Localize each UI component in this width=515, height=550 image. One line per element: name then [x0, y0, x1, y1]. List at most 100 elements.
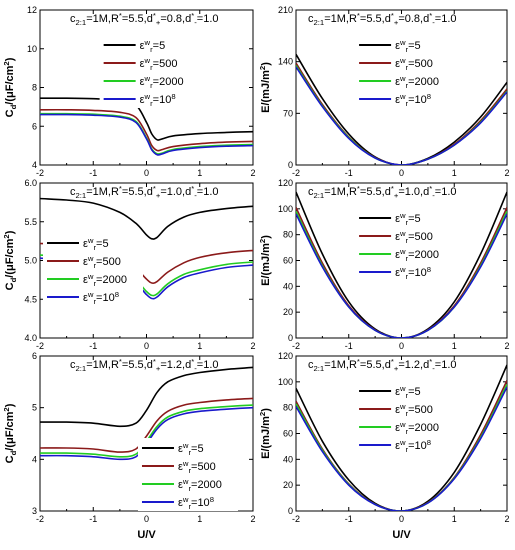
legend-label-3: εwr=2000	[395, 247, 439, 263]
x-tick-label: 0	[399, 168, 404, 178]
parameter-annotation: c2:1=1M,R*=5.5,d*+=1.2,d*-=1.0	[308, 357, 457, 373]
x-tick-label: -2	[36, 514, 44, 524]
x-tick-label: -2	[292, 168, 300, 178]
series-line-4	[296, 213, 507, 338]
chart-panel-middle-left: -2 -1 0 1 2 4.0 4.5 5.0 5.5 6.0 Cd/(μF/cm2) c2:1=1M…	[2, 178, 256, 351]
y-tick-label: 120	[278, 178, 293, 188]
y-tick-label: 210	[278, 5, 293, 15]
y-axis-title: E/(mJ/m2)	[258, 235, 272, 286]
y-tick-label: 40	[283, 454, 293, 464]
x-axis-title: U/V	[137, 529, 156, 541]
y-tick-label: 140	[278, 57, 293, 67]
y-tick-label: 12	[27, 5, 37, 15]
x-tick-label: 1	[452, 168, 457, 178]
y-tick-label: 4.5	[24, 294, 37, 304]
y-tick-label: 6	[32, 351, 37, 361]
parameter-annotation: c2:1=1M,R*=5.5,d*+=0.8,d*-=1.0	[308, 11, 457, 27]
x-tick-label: 0	[144, 168, 149, 178]
y-axis-title: E/(mJ/m2)	[258, 408, 272, 459]
series-line-2	[40, 108, 253, 152]
legend: εwr=5 εwr=500 εwr=2000 εwr=108	[137, 438, 238, 511]
y-tick-label: 60	[283, 429, 293, 439]
legend-label-1: εwr=5	[140, 38, 166, 54]
legend-label-4: εwr=108	[395, 265, 431, 281]
legend-label-2: εwr=500	[178, 459, 216, 475]
y-tick-label: 4	[32, 160, 37, 170]
x-tick-label: 2	[504, 168, 509, 178]
legend: εwr=5 εwr=500 εwr=2000 εwr=108	[355, 208, 456, 281]
y-tick-label: 0	[288, 506, 293, 516]
x-tick-label: -1	[345, 341, 353, 351]
y-tick-label: 20	[283, 307, 293, 317]
legend: εwr=5 εwr=500 εwr=2000 εwr=108	[355, 381, 456, 454]
legend-label-4: εwr=108	[140, 92, 176, 108]
legend-box	[99, 35, 200, 108]
y-tick-label: 60	[283, 256, 293, 266]
legend-box	[355, 208, 456, 281]
legend-label-1: εwr=5	[395, 211, 421, 227]
legend-label-4: εwr=108	[395, 438, 431, 454]
series-line-2	[296, 207, 507, 338]
y-axis-title: Cd/(μF/cm2)	[2, 230, 18, 290]
y-axis-title: Cd/(μF/cm2)	[2, 403, 18, 463]
series-line-4	[40, 406, 253, 461]
y-tick-label: 5	[32, 403, 37, 413]
x-tick-label: 2	[504, 341, 509, 351]
legend-label-4: εwr=108	[178, 495, 214, 511]
legend-box	[355, 381, 456, 454]
legend: εwr=5 εwr=500 εwr=2000 εwr=108	[43, 233, 143, 306]
y-tick-label: 5.0	[24, 256, 37, 266]
legend-label-2: εwr=500	[395, 56, 433, 72]
legend-label-2: εwr=500	[395, 229, 433, 245]
y-tick-label: 70	[283, 108, 293, 118]
legend-label-3: εwr=2000	[178, 477, 222, 493]
y-tick-label: 100	[278, 377, 293, 387]
series-line-1	[40, 97, 253, 141]
y-tick-label: 20	[283, 480, 293, 490]
parameter-annotation: c2:1=1M,R*=5.5,d*+=0.8,d*-=1.0	[70, 11, 219, 27]
legend-box	[355, 35, 456, 108]
chart-panel-bottom-left: -2 -1 0 1 2 3 4 5 6 Cd/(μF/cm2) U/V c2:1=1M,R*=5.5,…	[2, 351, 256, 541]
y-tick-label: 100	[278, 204, 293, 214]
x-tick-label: 2	[504, 514, 509, 524]
x-tick-label: -1	[89, 514, 97, 524]
y-tick-label: 3	[32, 506, 37, 516]
series-line-1	[40, 197, 253, 240]
x-tick-label: 1	[197, 168, 202, 178]
series-line-4	[296, 66, 507, 165]
x-tick-label: -1	[89, 168, 97, 178]
legend-label-2: εwr=500	[395, 402, 433, 418]
y-tick-label: 80	[283, 403, 293, 413]
parameter-annotation: c2:1=1M,R*=5.5,d*+=1.2,d*-=1.0	[70, 357, 219, 373]
x-tick-label: -1	[89, 341, 97, 351]
legend-label-4: εwr=108	[395, 92, 431, 108]
legend-label-3: εwr=2000	[83, 272, 127, 288]
legend-label-2: εwr=500	[83, 254, 121, 270]
x-tick-label: 0	[144, 514, 149, 524]
parameter-annotation: c2:1=1M,R*=5.5,d*+=1.0,d*-=1.0	[308, 184, 457, 200]
y-tick-label: 10	[27, 44, 37, 54]
x-tick-label: -2	[36, 341, 44, 351]
x-tick-label: 1	[452, 514, 457, 524]
y-tick-label: 8	[32, 83, 37, 93]
y-tick-label: 120	[278, 351, 293, 361]
y-tick-label: 80	[283, 230, 293, 240]
x-tick-label: 1	[452, 341, 457, 351]
y-tick-label: 0	[288, 160, 293, 170]
x-tick-label: 2	[250, 341, 255, 351]
x-tick-label: -1	[345, 514, 353, 524]
x-tick-label: -2	[292, 341, 300, 351]
chart-panel-bottom-right: -2 -1 0 1 2020406080100120E/(mJ/m2)U/Vc2:1=1…	[258, 351, 510, 541]
x-tick-label: 2	[250, 514, 255, 524]
legend-label-4: εwr=108	[83, 290, 119, 306]
legend-label-1: εwr=5	[395, 384, 421, 400]
x-tick-label: -2	[292, 514, 300, 524]
x-tick-label: 0	[399, 341, 404, 351]
y-axis-title: E/(mJ/m2)	[258, 62, 272, 113]
x-tick-label: 0	[144, 341, 149, 351]
legend-label-1: εwr=5	[395, 38, 421, 54]
chart-panel-middle-right: -2 -1 0 1 2020406080100120E/(mJ/m2)c2:1=1M,R…	[258, 178, 510, 351]
legend-box	[43, 233, 143, 306]
y-tick-label: 5.5	[24, 217, 37, 227]
